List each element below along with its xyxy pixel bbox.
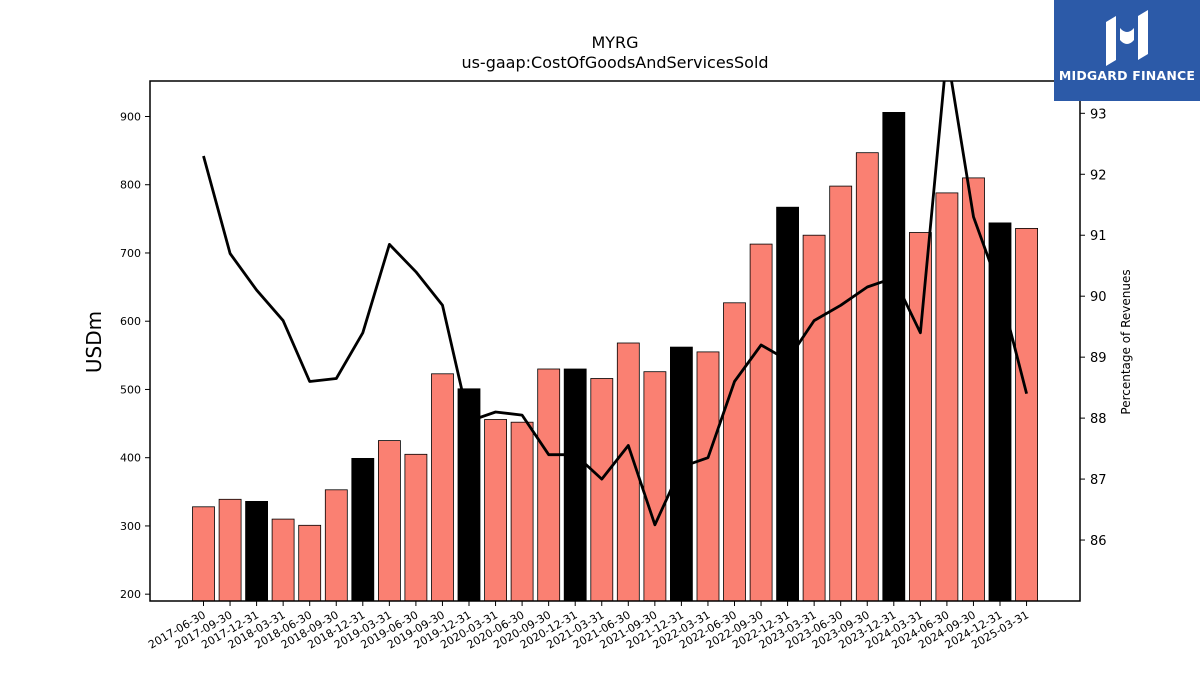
bar-2020-06-30: [510, 421, 534, 601]
bar-2022-06-30: [723, 302, 746, 601]
bar-2021-03-31: [590, 378, 614, 601]
bar-2021-12-31: [670, 346, 693, 601]
bar-2017-09-30: [218, 498, 242, 601]
bar-2022-09-30: [749, 243, 773, 601]
bar-2021-06-30: [616, 342, 640, 601]
chart-title: MYRG: [591, 33, 639, 52]
y-tick-label-left: 200: [120, 588, 141, 601]
y-tick-label-left: 300: [120, 520, 141, 533]
y-tick-label-left: 800: [120, 179, 141, 192]
bar-2017-06-30: [192, 506, 215, 601]
y-axis-label-left: USDm: [82, 311, 106, 373]
bar-2020-12-31: [563, 368, 587, 601]
bar-2023-12-31: [882, 112, 906, 601]
y-tick-label-right: 90: [1090, 290, 1107, 305]
y-tick-label-right: 89: [1090, 351, 1107, 366]
logo: MIDGARD FINANCE: [1054, 0, 1200, 101]
y-tick-label-left: 900: [120, 110, 141, 123]
bar-2019-06-30: [404, 453, 428, 601]
percentage-line: [202, 81, 1028, 527]
midgard-logo-icon: [1106, 10, 1148, 66]
plot-frame: [149, 80, 1081, 602]
bar-2024-03-31: [909, 232, 932, 601]
y-tick-label-right: 86: [1090, 534, 1107, 549]
bar-2024-12-31: [988, 222, 1012, 601]
y-tick-label-right: 88: [1090, 412, 1107, 427]
bar-2017-12-31: [245, 500, 269, 601]
bar-2019-03-31: [377, 440, 401, 601]
bar-2021-09-30: [643, 371, 667, 601]
y-tick-label-left: 400: [120, 452, 141, 465]
y-tick-label-left: 600: [120, 315, 141, 328]
bar-2018-06-30: [298, 524, 322, 601]
y-axis-label-right: Percentage of Revenues: [1119, 269, 1133, 414]
bar-2020-09-30: [537, 368, 561, 601]
bar-2024-09-30: [962, 177, 985, 601]
y-tick-label-right: 91: [1090, 229, 1107, 244]
y-tick-label-right: 93: [1090, 107, 1107, 122]
line-layer: [202, 81, 1028, 527]
y-tick-label-left: 500: [120, 383, 141, 396]
bar-2025-03-31: [1015, 227, 1038, 601]
bar-2018-03-31: [271, 518, 295, 601]
bar-2019-09-30: [431, 373, 454, 601]
bar-2020-03-31: [484, 419, 508, 601]
bar-2022-03-31: [696, 351, 720, 601]
bar-2024-06-30: [935, 192, 959, 601]
bars: [192, 112, 1038, 601]
chart-subtitle: us-gaap:CostOfGoodsAndServicesSold: [461, 53, 769, 72]
bar-2023-03-31: [802, 234, 826, 601]
bar-2023-06-30: [829, 185, 853, 601]
bar-2018-12-31: [351, 457, 375, 601]
bar-2023-09-30: [855, 152, 879, 601]
y-tick-label-right: 87: [1090, 473, 1107, 488]
y-tick-label-right: 92: [1090, 168, 1107, 183]
bar-2022-12-31: [776, 206, 799, 601]
y-tick-label-left: 700: [120, 247, 141, 260]
logo-text: MIDGARD FINANCE: [1058, 68, 1196, 83]
bar-2018-09-30: [324, 489, 348, 601]
